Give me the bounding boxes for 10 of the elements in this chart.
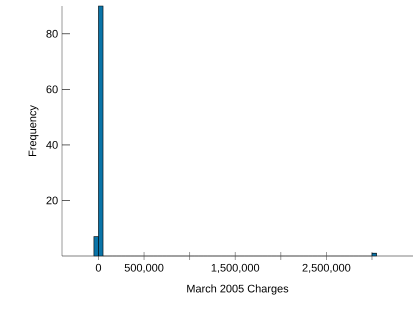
y-tick-label: 60	[46, 85, 58, 94]
y-tick-label: 40	[46, 141, 58, 149]
x-tick-label: 0	[96, 264, 102, 272]
x-tick-label: 500,000	[124, 264, 164, 273]
y-axis-title: Frequency	[28, 105, 38, 156]
x-tick-label: 1,500,000	[212, 264, 260, 273]
x-axis-title: March 2005 Charges	[187, 284, 288, 295]
x-tick-label: 2,500,000	[302, 264, 350, 273]
y-tick-label: 80	[46, 30, 58, 38]
y-tick-label: 20	[46, 196, 58, 204]
